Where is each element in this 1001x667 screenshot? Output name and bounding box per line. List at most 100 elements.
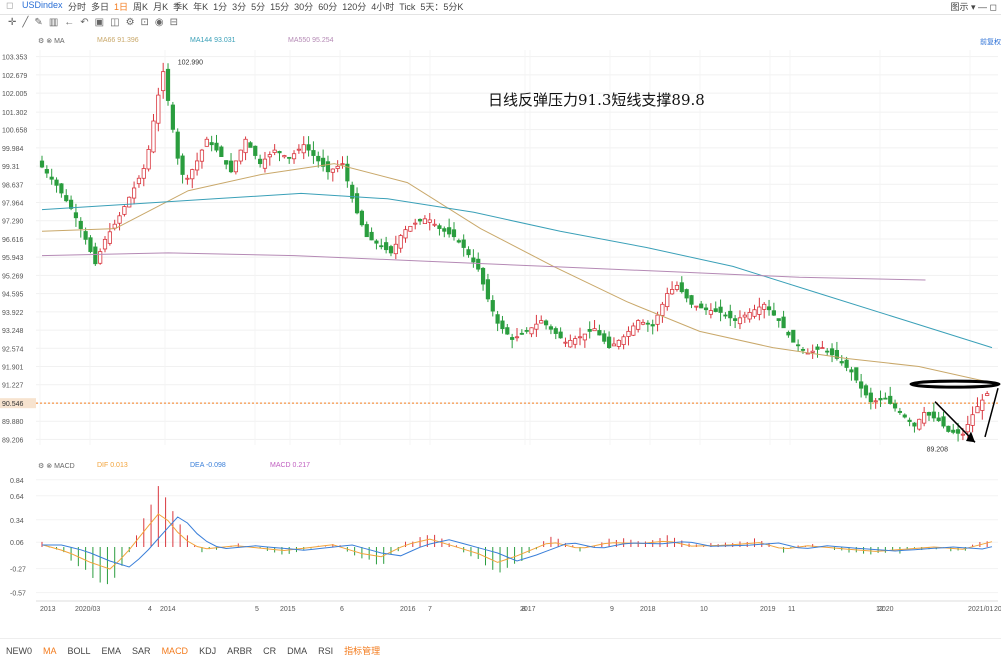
candle-body [122, 206, 127, 215]
candle-body [131, 187, 137, 199]
candle-body [926, 412, 932, 416]
crosshair-icon[interactable]: ✛ [8, 17, 23, 28]
indicator-tab[interactable]: SAR [132, 646, 151, 656]
indicator-tab[interactable]: MACD [161, 646, 189, 656]
price-tick-label: 102.679 [2, 73, 27, 80]
candle-body [262, 158, 268, 169]
bar-icon[interactable]: ▥ [48, 17, 65, 28]
indicator-tab[interactable]: BOLL [67, 646, 91, 656]
close-icon[interactable]: ⊗ [46, 38, 53, 45]
candle-body [195, 160, 200, 171]
period-tab[interactable]: 年K [193, 2, 209, 12]
indicator-tab[interactable]: EMA [101, 646, 122, 656]
candle-body [752, 309, 757, 317]
period-tab[interactable]: 60分 [318, 2, 338, 12]
candle-body [955, 429, 961, 434]
ma550-line [41, 252, 926, 281]
delete-icon[interactable]: ⊟ [169, 17, 185, 28]
time-tick-label: 2016 [400, 606, 416, 613]
price-tick-label: 93.248 [2, 328, 24, 335]
line-tool-icon[interactable]: ╱ [22, 17, 35, 28]
candle-body [432, 223, 437, 226]
eye-icon[interactable]: ◉ [154, 17, 170, 28]
period-tab[interactable]: 月K [153, 2, 169, 12]
indicator-tab[interactable]: MA [43, 646, 57, 656]
candle-body [834, 349, 839, 359]
candle-body [107, 231, 112, 244]
indicator-tab[interactable]: DMA [287, 646, 308, 656]
macd-settings-icon[interactable]: ⚙ [38, 463, 45, 470]
macd-tick-label: -0.57 [10, 591, 26, 598]
period-tab[interactable]: 30分 [294, 2, 314, 12]
price-chart[interactable]: 103.353 102.679 102.005 101.302 100.658 99.98… [0, 45, 1001, 460]
candle-body [287, 156, 292, 159]
candle-body [480, 267, 486, 285]
time-tick-label: 8 [522, 606, 526, 613]
candle-body [54, 179, 59, 186]
price-tick-label: 89.206 [2, 437, 24, 444]
candle-body [340, 163, 345, 166]
candle-body [451, 229, 457, 238]
candle-body [568, 339, 573, 348]
price-tick-label: 99.31 [2, 164, 20, 171]
gear-icon[interactable]: ⚙ [125, 17, 141, 28]
candle-body [112, 223, 117, 229]
settings-icon[interactable]: ⚙ [38, 38, 45, 45]
candle-body [689, 295, 694, 305]
period-tab[interactable]: 分时 [68, 2, 87, 12]
candle-body [907, 419, 912, 422]
period-tab[interactable]: 4小时 [371, 2, 395, 12]
pen-icon[interactable]: ✎ [34, 17, 49, 28]
time-tick-label: 11 [788, 606, 795, 613]
candle-body [810, 350, 815, 353]
arrow-up-line [984, 387, 999, 438]
main-indicator-name[interactable]: MA [54, 38, 65, 45]
macd-chart[interactable]: 0.84 0.64 0.34 0.06 -0.27 -0.57 [0, 470, 1001, 600]
period-tab[interactable]: 多日 [91, 2, 110, 12]
indicator-tab[interactable]: NEW0 [6, 646, 33, 656]
candle-body [117, 215, 122, 224]
candle-body [936, 417, 941, 422]
period-tab[interactable]: 1分 [213, 2, 228, 12]
macd-indicator-name[interactable]: MACD [54, 463, 75, 470]
macd-close-icon[interactable]: ⊗ [46, 463, 53, 470]
arrow-icon[interactable]: ← [64, 17, 81, 28]
undo-icon[interactable]: ↶ [80, 17, 95, 28]
save-icon[interactable]: ▣ [94, 17, 111, 28]
candle-body [582, 333, 587, 341]
time-tick-label: 2021/01 [968, 606, 993, 613]
candle-body [844, 359, 849, 368]
period-tab[interactable]: 5分 [251, 2, 266, 12]
candle-body [437, 225, 442, 229]
chart-type-dropdown[interactable]: 图示 ▾ — ◻ [950, 2, 997, 12]
period-tab[interactable]: 3分 [232, 2, 247, 12]
frame-icon[interactable]: ◫ [110, 17, 126, 28]
candle-body [863, 385, 869, 396]
indicator-tab[interactable]: RSI [318, 646, 334, 656]
symbol-label[interactable]: USDindex [22, 0, 63, 10]
period-tab[interactable]: 季K [173, 2, 189, 12]
candle-body [64, 195, 69, 202]
candle-body [776, 318, 781, 321]
period-tab[interactable]: 15分 [270, 2, 290, 12]
period-tab[interactable]: 5天：5分K [420, 2, 464, 12]
price-tick-label: 92.574 [2, 346, 24, 353]
lock-icon[interactable]: ⊡ [140, 17, 155, 28]
period-tab[interactable]: 1日 [114, 2, 129, 12]
period-tab[interactable]: 120分 [342, 2, 367, 12]
candle-body [965, 424, 970, 433]
period-tab[interactable]: 周K [133, 2, 149, 12]
indicator-tab[interactable]: KDJ [199, 646, 217, 656]
indicator-tab[interactable]: CR [263, 646, 277, 656]
candle-body [606, 336, 612, 349]
candle-body [543, 320, 549, 326]
candle-body [970, 414, 975, 426]
period-tab[interactable]: Tick [399, 2, 416, 12]
ma550-legend: MA550 95.254 [288, 37, 334, 44]
candle-body [384, 242, 389, 251]
adjust-toggle[interactable]: 前复权 [980, 39, 1001, 46]
candle-body [306, 144, 311, 151]
indicator-tab[interactable]: ARBR [227, 646, 253, 656]
indicator-tab[interactable]: 指标管理 [344, 646, 381, 656]
candle-body [296, 148, 301, 151]
